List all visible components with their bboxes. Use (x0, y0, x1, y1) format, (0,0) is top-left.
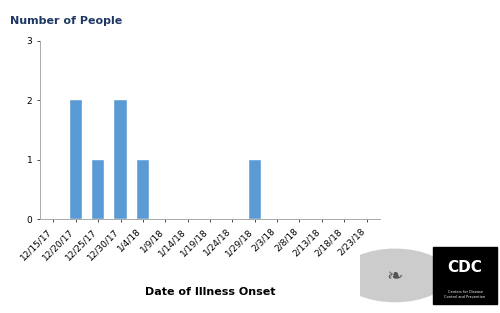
FancyBboxPatch shape (433, 247, 497, 304)
Text: CDC: CDC (448, 260, 482, 275)
Circle shape (342, 249, 448, 302)
Bar (136, 160, 149, 219)
Text: Number of People: Number of People (10, 16, 122, 26)
Bar (248, 160, 261, 219)
Bar (114, 100, 126, 219)
Text: ❧: ❧ (387, 267, 403, 286)
Text: Date of Illness Onset: Date of Illness Onset (145, 287, 275, 297)
Bar (70, 100, 82, 219)
Bar (92, 160, 104, 219)
Text: Centers for Disease
Control and Prevention: Centers for Disease Control and Preventi… (444, 290, 486, 299)
